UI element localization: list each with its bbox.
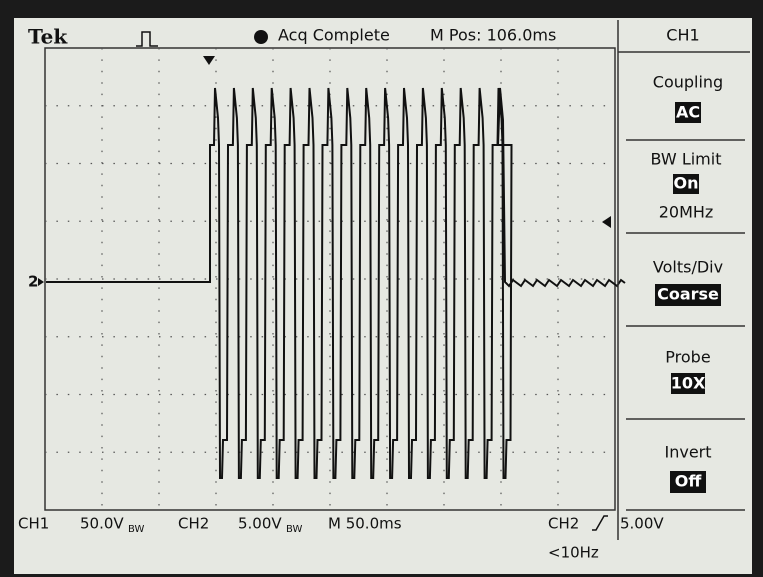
trigger-level: 5.00V xyxy=(620,515,664,533)
ch2-bw: BW xyxy=(286,524,303,535)
channel-marker: 2 xyxy=(28,273,38,291)
brand: Tek xyxy=(28,25,68,49)
ch2-scale: 5.00V xyxy=(238,515,282,533)
ch1-scale: 50.0V xyxy=(80,515,124,533)
menu-value[interactable]: On xyxy=(674,174,699,193)
value-box xyxy=(673,174,699,194)
status-dot xyxy=(254,30,268,44)
trigger-slope xyxy=(592,515,608,531)
waveform-trace xyxy=(46,87,626,479)
value-box xyxy=(655,284,721,306)
menu-label: Probe xyxy=(665,348,710,367)
ch1-label: CH1 xyxy=(18,515,49,533)
trigger-position-arrow xyxy=(203,56,215,65)
menu-value[interactable]: 10X xyxy=(671,374,706,393)
menu-value[interactable]: AC xyxy=(676,103,700,122)
ch1-bw: BW xyxy=(128,524,145,535)
menu-value[interactable]: Off xyxy=(675,472,703,491)
menu-label: BW Limit xyxy=(651,150,722,169)
menu-title: CH1 xyxy=(666,26,699,45)
timebase: M 50.0ms xyxy=(328,515,402,533)
menu-value[interactable]: Coarse xyxy=(657,285,719,304)
channel-arrow xyxy=(38,278,44,286)
ch2-label: CH2 xyxy=(178,515,209,533)
trigger-source: CH2 xyxy=(548,515,579,533)
menu-label: Coupling xyxy=(653,73,723,92)
trigger-frequency: <10Hz xyxy=(548,544,599,562)
menu-label: Invert xyxy=(664,443,711,462)
run-icon xyxy=(136,31,158,47)
value-box xyxy=(671,373,705,394)
acq-status: Acq Complete xyxy=(278,26,390,45)
trigger-level-arrow xyxy=(602,216,611,228)
value-box xyxy=(675,102,701,123)
position: M Pos: 106.0ms xyxy=(430,26,556,45)
menu-label: Volts/Div xyxy=(653,258,723,277)
menu-extra: 20MHz xyxy=(659,203,714,222)
display xyxy=(14,18,752,574)
value-box xyxy=(670,471,706,493)
